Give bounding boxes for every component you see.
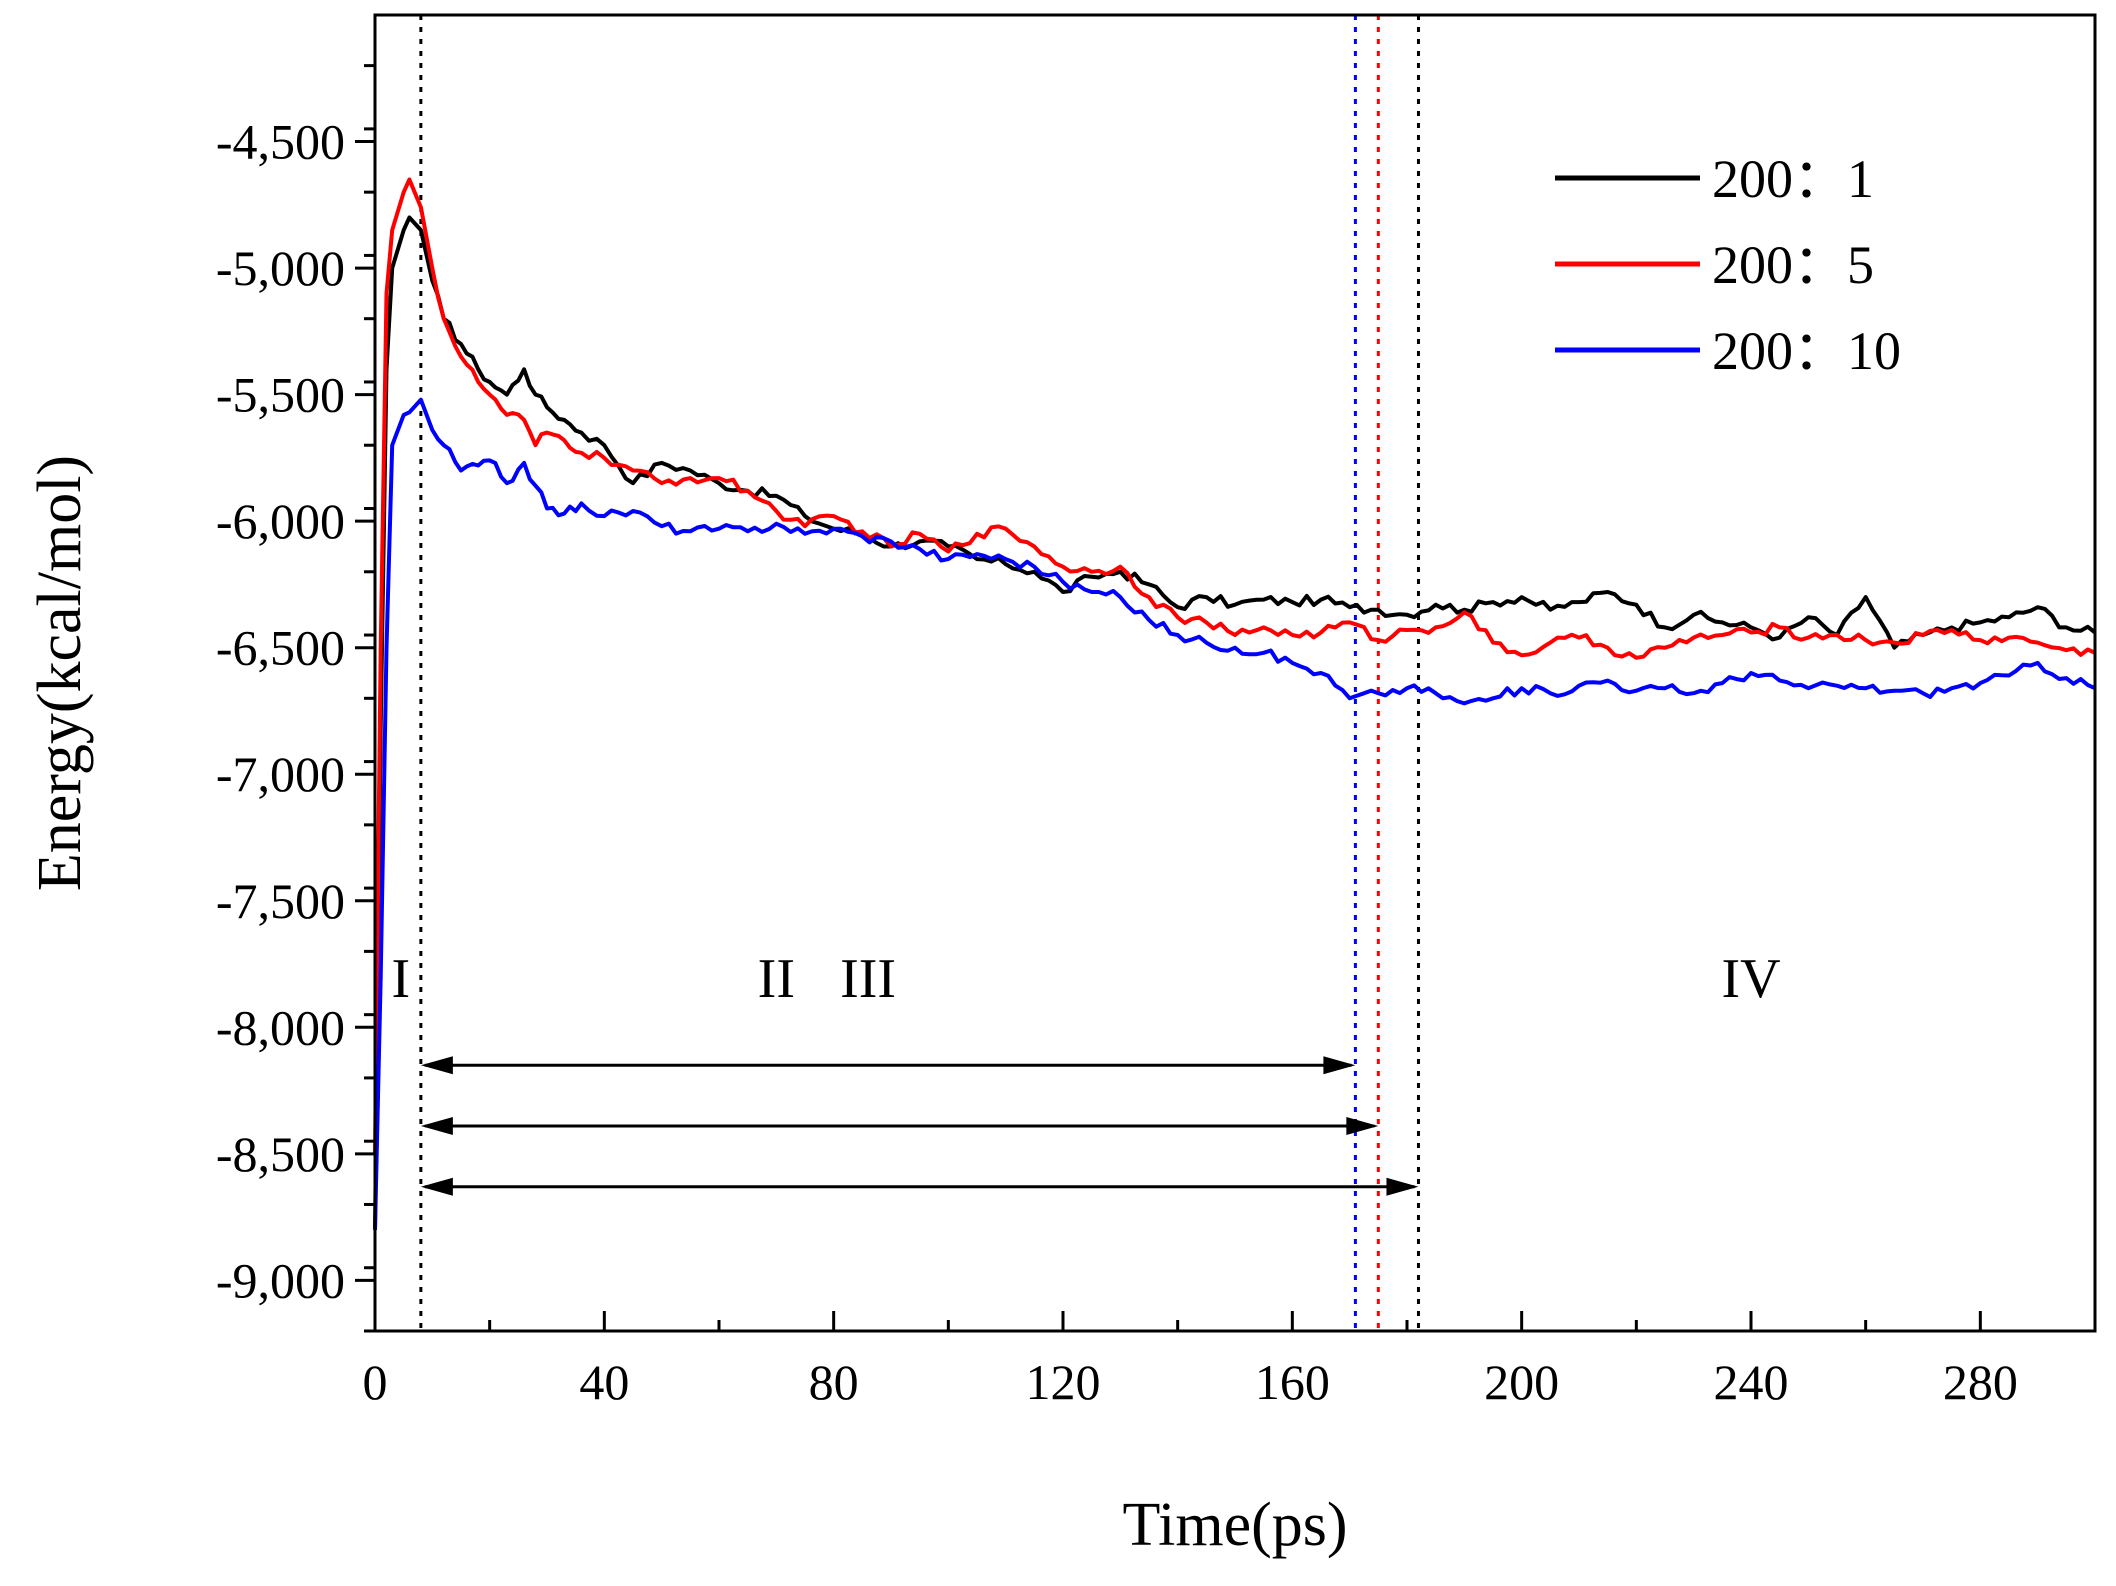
y-tick-label: -8,500: [216, 1126, 345, 1182]
x-tick-label: 40: [579, 1354, 629, 1410]
region-label-I: I: [391, 948, 410, 1010]
span-arrow-3: [420, 1177, 1419, 1196]
y-tick-label: -6,500: [216, 620, 345, 676]
x-axis-title: Time(ps): [1122, 1491, 1347, 1559]
arrow-head-left: [420, 1177, 453, 1196]
region-label-IV: IV: [1721, 948, 1780, 1010]
x-tick-label: 200: [1484, 1354, 1559, 1410]
arrow-head-right: [1323, 1056, 1356, 1075]
arrow-head-right: [1386, 1177, 1419, 1196]
legend: 200：1 200：5 200：10: [1555, 149, 1901, 381]
y-tick-label: -9,000: [216, 1252, 345, 1308]
x-tick-label: 0: [363, 1354, 388, 1410]
y-tick-label: -7,500: [216, 873, 345, 929]
series-line-3: [373, 397, 2096, 1230]
y-tick-label: -6,000: [216, 493, 345, 549]
x-tick-label: 280: [1943, 1354, 2018, 1410]
plot-frame: [373, 13, 2097, 1333]
x-tick-label: 240: [1714, 1354, 1789, 1410]
arrow-head-left: [420, 1117, 453, 1136]
axes: 0 40 80 120 160 200 240 280 -9,000 -8,500 -8,000 -7…: [216, 64, 2018, 1410]
y-axis-title: Energy(kcal/mol): [26, 455, 94, 891]
y-tick-label: -8,000: [216, 999, 345, 1055]
region-label-III: III: [840, 948, 896, 1010]
legend-label-2: 200：5: [1712, 235, 1874, 295]
plot-area: [375, 15, 2095, 1331]
span-arrows: [420, 1056, 1419, 1196]
legend-label-1: 200：1: [1712, 149, 1874, 209]
y-tick-label: -5,500: [216, 367, 345, 423]
series-line-1: [373, 215, 2097, 1230]
x-tick-label: 160: [1255, 1354, 1330, 1410]
series-group: [373, 177, 2097, 1230]
arrow-head-right: [1346, 1117, 1379, 1136]
arrow-head-left: [420, 1056, 453, 1075]
series-line-2: [373, 177, 2096, 1154]
y-tick-label: -7,000: [216, 746, 345, 802]
x-tick-label: 80: [809, 1354, 859, 1410]
y-tick-label: -5,000: [216, 240, 345, 296]
span-arrow-1: [420, 1056, 1356, 1075]
legend-label-3: 200：10: [1712, 321, 1901, 381]
x-tick-label: 120: [1026, 1354, 1101, 1410]
region-label-II: II: [758, 948, 795, 1010]
y-tick-label: -4,500: [216, 114, 345, 170]
span-arrow-2: [420, 1117, 1379, 1136]
region-labels: I II III IV: [391, 948, 1780, 1010]
